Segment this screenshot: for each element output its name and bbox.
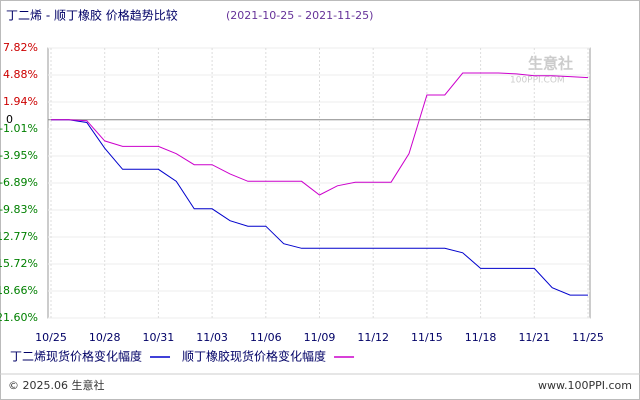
x-tick-label: 11/15 <box>411 331 443 344</box>
legend-label: 丁二烯现货价格变化幅度 <box>10 349 142 364</box>
chart-title: 丁二烯 - 顺丁橡胶 价格趋势比较 <box>6 8 178 23</box>
series-line <box>51 119 588 296</box>
y-tick-label: -21.60% <box>0 311 38 324</box>
x-tick-label: 11/25 <box>572 331 604 344</box>
y-tick-label: -1.01% <box>0 122 38 135</box>
x-tick-label: 10/28 <box>89 331 121 344</box>
y-tick-label: 1.94% <box>3 95 38 108</box>
x-tick-label: 11/09 <box>304 331 336 344</box>
y-tick-label: -15.72% <box>0 257 38 270</box>
x-tick-label: 11/21 <box>518 331 550 344</box>
series-line <box>51 72 589 196</box>
y-tick-label: 7.82% <box>3 41 38 54</box>
footer-left: © 2025.06 生意社 <box>8 378 104 392</box>
x-tick-label: 11/18 <box>465 331 497 344</box>
x-tick-label: 11/12 <box>357 331 389 344</box>
y-tick-label: -12.77% <box>0 230 38 243</box>
x-tick-label: 10/31 <box>143 331 175 344</box>
footer-right: www.100PPI.com <box>538 379 632 392</box>
y-tick-label: 0 <box>6 113 13 126</box>
x-tick-label: 10/25 <box>35 331 67 344</box>
watermark: 生意社 <box>528 55 573 73</box>
y-tick-label: -3.95% <box>0 149 38 162</box>
x-tick-label: 11/06 <box>250 331 282 344</box>
y-tick-label: -6.89% <box>0 176 38 189</box>
legend-label: 顺丁橡胶现货价格变化幅度 <box>182 349 326 364</box>
y-tick-label: 4.88% <box>3 68 38 81</box>
x-tick-label: 11/03 <box>196 331 228 344</box>
y-tick-label: -18.66% <box>0 284 38 297</box>
chart-subtitle: (2021-10-25 - 2021-11-25) <box>226 9 373 22</box>
watermark: 100PPI.COM <box>510 76 565 86</box>
y-tick-label: -9.83% <box>0 203 38 216</box>
